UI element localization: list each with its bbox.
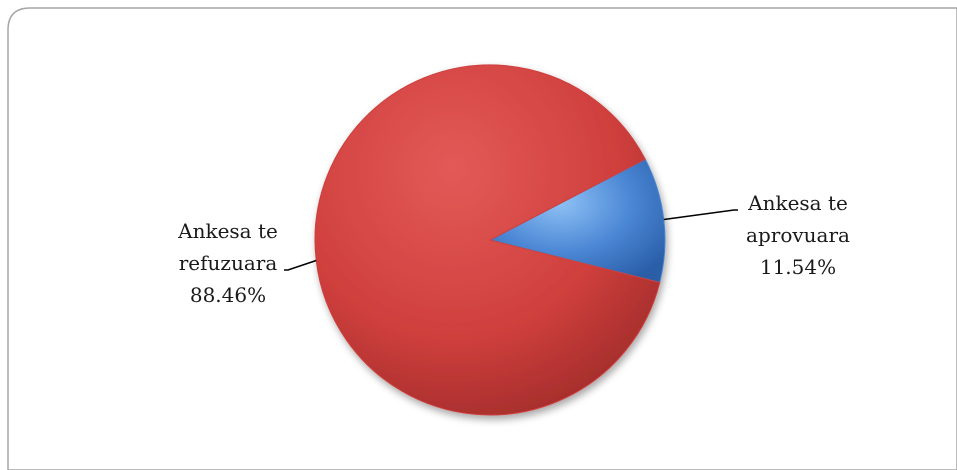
slice-label-1-line-1: refuzuara [179,251,278,275]
slice-label-0-line-1: aprovuara [746,223,850,247]
pie-slice-1 [314,64,661,416]
slice-label-1-line-0: Ankesa te [177,219,278,243]
pie-slice-0 [488,158,666,284]
slice-label-0-line-0: Ankesa te [747,191,848,215]
leader-line-0 [663,209,738,221]
leader-line-1 [284,259,317,271]
slice-value-label-1: 88.46% [190,283,266,307]
slice-value-label-0: 11.54% [760,255,836,279]
